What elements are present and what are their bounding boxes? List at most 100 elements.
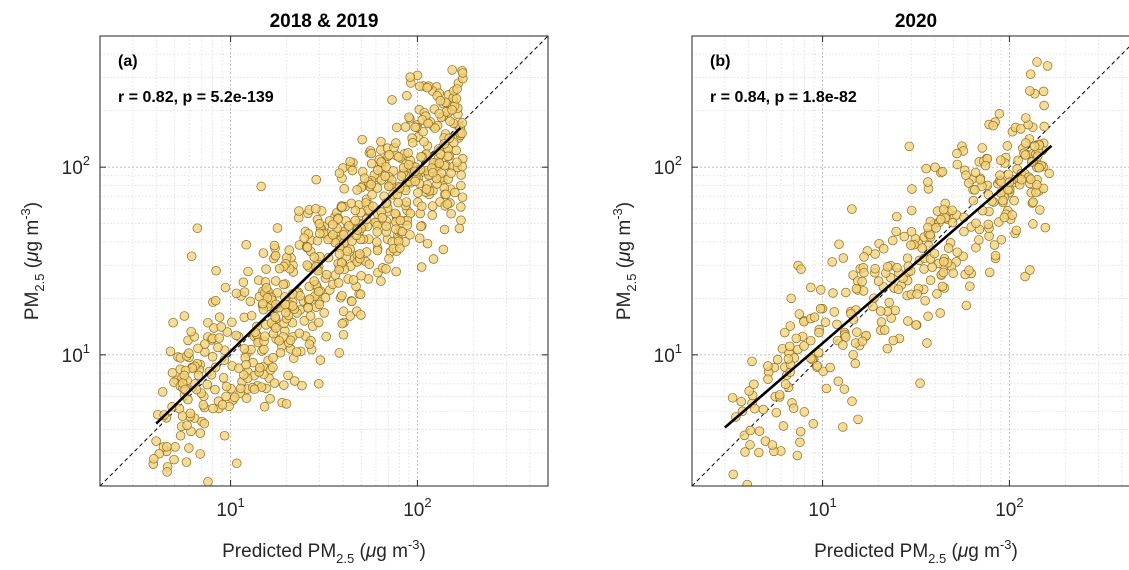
- data-point: [456, 180, 466, 191]
- fit-line: [724, 144, 1053, 429]
- data-point: [457, 128, 467, 138]
- data-point: [878, 244, 889, 254]
- data-point: [784, 341, 795, 352]
- data-point: [970, 167, 981, 178]
- data-point: [821, 383, 832, 394]
- data-point: [366, 148, 377, 159]
- data-point: [994, 109, 1005, 119]
- data-point: [915, 378, 925, 389]
- data-point: [827, 257, 837, 267]
- data-point: [328, 230, 338, 240]
- data-point: [833, 376, 844, 386]
- data-point: [906, 205, 917, 216]
- data-point: [345, 311, 355, 321]
- data-point: [892, 211, 902, 222]
- y-axis-label: PM2.5 (μg m-3): [18, 202, 47, 320]
- data-point: [207, 352, 218, 362]
- data-point: [922, 338, 932, 348]
- data-point: [728, 469, 739, 480]
- data-point: [989, 240, 1000, 250]
- data-point: [274, 335, 284, 346]
- data-point: [745, 425, 755, 436]
- data-point: [936, 214, 946, 225]
- data-point: [239, 343, 250, 354]
- data-point: [852, 327, 862, 337]
- data-point: [213, 342, 223, 353]
- chart-title: 2018 & 2019: [270, 11, 379, 32]
- data-point: [376, 136, 386, 147]
- data-point: [1021, 113, 1031, 123]
- data-point: [221, 381, 232, 392]
- data-point: [1020, 271, 1030, 282]
- data-point: [231, 288, 242, 299]
- x-tick-label: 102: [403, 495, 431, 521]
- data-point: [203, 317, 213, 328]
- data-point: [929, 248, 940, 259]
- data-point: [974, 235, 984, 245]
- data-point: [857, 276, 867, 287]
- data-point: [925, 275, 936, 286]
- data-point: [352, 225, 363, 235]
- data-point: [302, 260, 312, 270]
- data-point: [391, 266, 401, 277]
- data-point: [162, 467, 172, 477]
- data-point: [791, 333, 802, 344]
- data-point: [220, 282, 231, 293]
- data-point: [952, 148, 962, 159]
- data-point: [243, 266, 253, 277]
- data-point: [990, 250, 1001, 261]
- data-point: [309, 252, 319, 262]
- data-point: [796, 264, 806, 274]
- data-point: [313, 317, 324, 328]
- data-point: [870, 264, 880, 274]
- data-point: [310, 204, 321, 214]
- data-point: [814, 327, 824, 338]
- data-point: [314, 299, 325, 310]
- correlation-stats: r = 0.84, p = 1.8e-82: [710, 89, 857, 106]
- data-point: [255, 363, 265, 373]
- data-point: [218, 373, 229, 383]
- data-point: [342, 246, 353, 256]
- data-point: [168, 317, 178, 328]
- data-point: [841, 332, 851, 342]
- data-point: [170, 442, 180, 452]
- data-point: [795, 426, 806, 437]
- data-point: [258, 248, 269, 258]
- data-point: [457, 192, 468, 202]
- data-point: [742, 479, 752, 486]
- data-point: [794, 309, 805, 319]
- data-point: [372, 227, 382, 237]
- data-point: [825, 362, 835, 373]
- data-point: [269, 240, 280, 251]
- data-point: [210, 384, 220, 395]
- data-point: [754, 447, 764, 458]
- data-point: [241, 393, 252, 404]
- data-point: [337, 318, 347, 329]
- data-point: [390, 208, 400, 219]
- data-point: [241, 359, 251, 370]
- data-point: [937, 167, 948, 177]
- x-axis-label: Predicted PM2.5 (μg m-3): [814, 537, 1018, 566]
- data-point: [445, 116, 455, 127]
- data-point: [1044, 168, 1054, 179]
- panel-a: 101 102 101 102 2018 & 2019 (a) r = 0.82, p = …: [18, 11, 549, 566]
- data-point: [221, 391, 231, 402]
- data-point: [297, 380, 307, 391]
- data-point: [260, 331, 270, 341]
- data-point: [937, 281, 948, 292]
- data-point: [767, 440, 778, 450]
- data-point: [1032, 57, 1042, 67]
- data-point: [303, 303, 313, 313]
- data-point: [376, 276, 386, 286]
- data-point: [182, 420, 192, 431]
- data-point: [377, 213, 388, 223]
- data-point: [775, 390, 785, 400]
- data-point: [983, 219, 994, 230]
- data-point: [402, 220, 412, 231]
- data-point: [749, 379, 759, 390]
- data-point: [452, 157, 462, 167]
- data-point: [417, 201, 427, 212]
- data-point: [347, 165, 358, 176]
- data-point: [451, 94, 462, 104]
- data-point: [931, 223, 941, 233]
